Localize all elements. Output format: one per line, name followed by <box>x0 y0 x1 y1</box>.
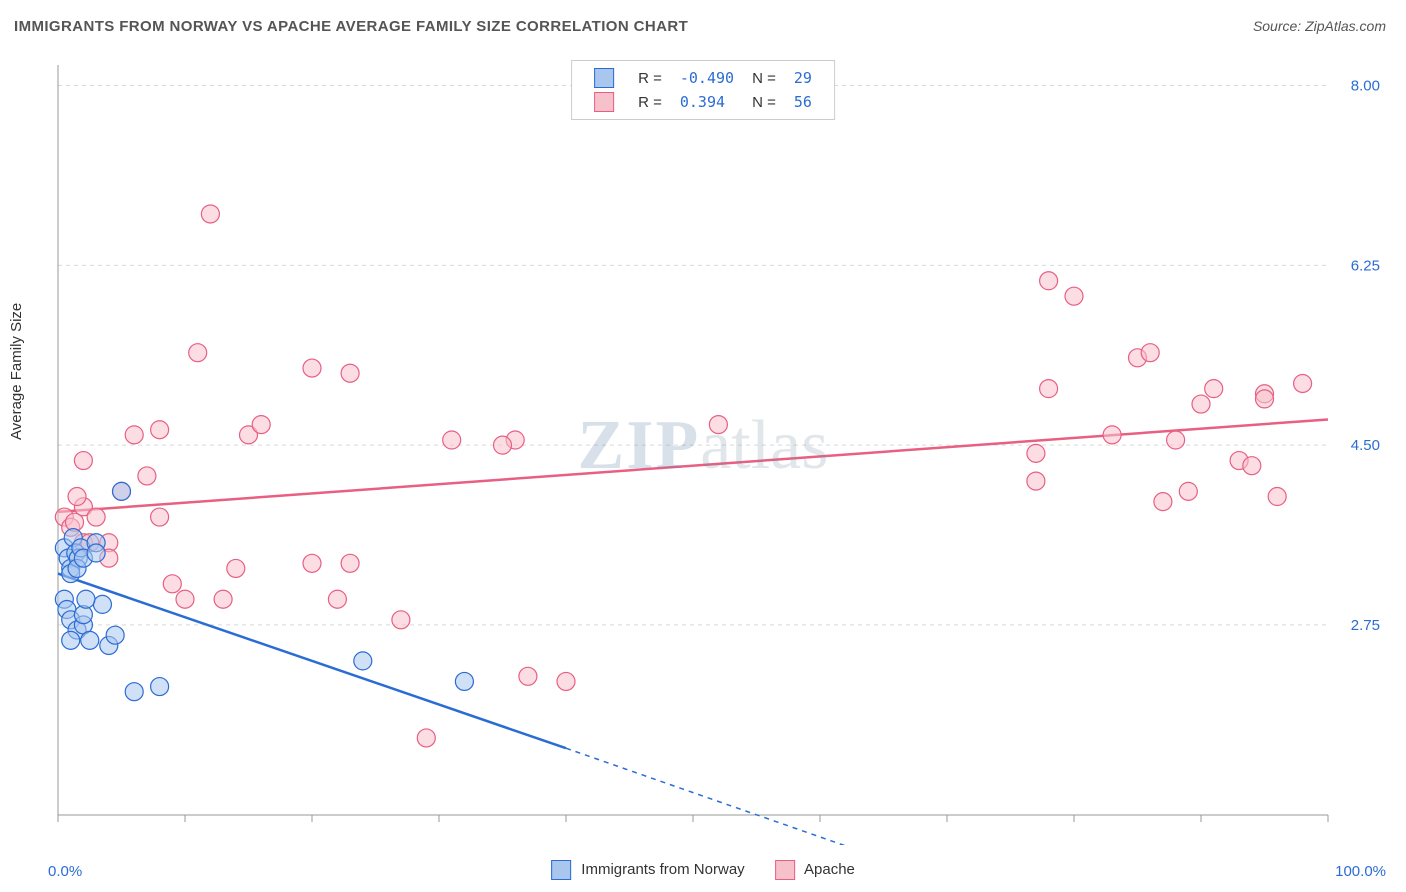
legend-item-apache: Apache <box>775 860 855 880</box>
correlation-legend: R =-0.490N =29 R = 0.394N =56 <box>571 60 835 120</box>
chart-title: IMMIGRANTS FROM NORWAY VS APACHE AVERAGE… <box>14 18 688 35</box>
x-axis-max-label: 100.0% <box>1335 863 1386 880</box>
n-label: N = <box>744 67 784 89</box>
swatch-blue <box>594 68 614 88</box>
series-legend: Immigrants from Norway Apache <box>551 860 855 880</box>
r-value: 0.394 <box>672 91 742 113</box>
y-axis-label: Average Family Size <box>8 303 25 440</box>
legend-label-norway: Immigrants from Norway <box>581 861 744 878</box>
n-label: N = <box>744 91 784 113</box>
svg-text:4.50: 4.50 <box>1351 437 1380 454</box>
legend-item-norway: Immigrants from Norway <box>551 860 745 880</box>
n-value: 56 <box>786 91 820 113</box>
r-label: R = <box>630 91 670 113</box>
svg-text:6.25: 6.25 <box>1351 257 1380 274</box>
swatch-blue <box>551 860 571 880</box>
legend-label-apache: Apache <box>804 861 855 878</box>
swatch-pink <box>775 860 795 880</box>
r-value: -0.490 <box>672 67 742 89</box>
r-label: R = <box>630 67 670 89</box>
svg-text:2.75: 2.75 <box>1351 617 1380 634</box>
scatter-plot: 2.75 4.50 6.25 8.00 <box>48 55 1388 845</box>
svg-text:8.00: 8.00 <box>1351 78 1380 95</box>
source-label: Source: ZipAtlas.com <box>1253 18 1386 34</box>
x-axis-min-label: 0.0% <box>48 863 82 880</box>
n-value: 29 <box>786 67 820 89</box>
swatch-pink <box>594 92 614 112</box>
